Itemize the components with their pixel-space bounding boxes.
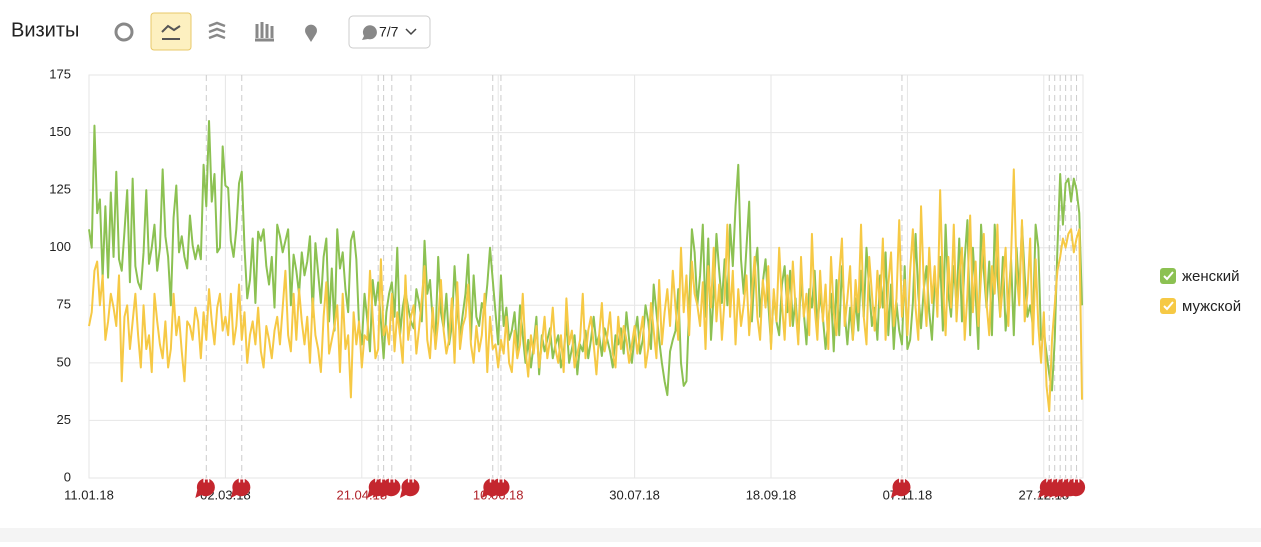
y-tick-label: 0 [64, 469, 71, 484]
holiday-marker [195, 478, 215, 498]
holiday-marker [489, 478, 510, 498]
holiday-marker-label: Н [388, 475, 395, 486]
holiday-marker [890, 478, 911, 498]
area-icon[interactable] [208, 21, 226, 40]
holiday-marker [1065, 478, 1086, 498]
y-tick-label: 75 [57, 297, 71, 312]
legend-label: мужской [1182, 298, 1241, 315]
legend-swatch[interactable] [1160, 268, 1176, 284]
holiday-marker-label: Н [497, 475, 504, 486]
holiday-marker-label: Н [489, 475, 496, 486]
holiday-marker-label: Н [380, 475, 387, 486]
legend-check [1163, 271, 1174, 281]
legend-swatch[interactable] [1160, 298, 1176, 314]
pie-icon[interactable] [114, 22, 134, 42]
holiday-marker [380, 478, 401, 498]
holiday-marker [230, 478, 251, 498]
footer-strip [0, 528, 1261, 542]
holiday-marker-label: Н [898, 475, 905, 486]
holiday-marker-label: Н [1073, 475, 1080, 486]
series-line [88, 168, 1083, 413]
holiday-marker-label: Н [407, 475, 414, 486]
y-tick-label: 25 [57, 412, 71, 427]
x-tick-label: 18.09.18 [746, 487, 797, 502]
x-tick-label: 30.07.18 [609, 487, 660, 502]
comment-icon [362, 25, 377, 40]
line-view-button[interactable] [150, 12, 192, 51]
holiday-marker-label: Н [203, 475, 210, 486]
line-icon [161, 24, 181, 40]
x-tick-label: 11.01.18 [64, 487, 114, 502]
y-tick-label: 150 [49, 124, 71, 139]
y-tick-label: 175 [49, 66, 71, 81]
series-line [88, 120, 1083, 397]
chevron [405, 28, 417, 36]
map-icon[interactable] [305, 24, 317, 42]
holiday-marker-label: Н [238, 475, 245, 486]
y-tick-label: 100 [49, 239, 71, 254]
y-tick-label: 125 [49, 182, 71, 197]
view-toolbar: 7/7 [114, 12, 431, 51]
legend-label: женский [1182, 268, 1239, 285]
y-tick-label: 50 [57, 354, 71, 369]
chart-title: Визиты [11, 19, 79, 41]
bar-icon[interactable] [255, 22, 274, 42]
filter-button[interactable] [348, 15, 431, 49]
legend-check [1163, 301, 1174, 311]
filter-label: 7/7 [379, 24, 399, 40]
holiday-marker [399, 478, 420, 498]
